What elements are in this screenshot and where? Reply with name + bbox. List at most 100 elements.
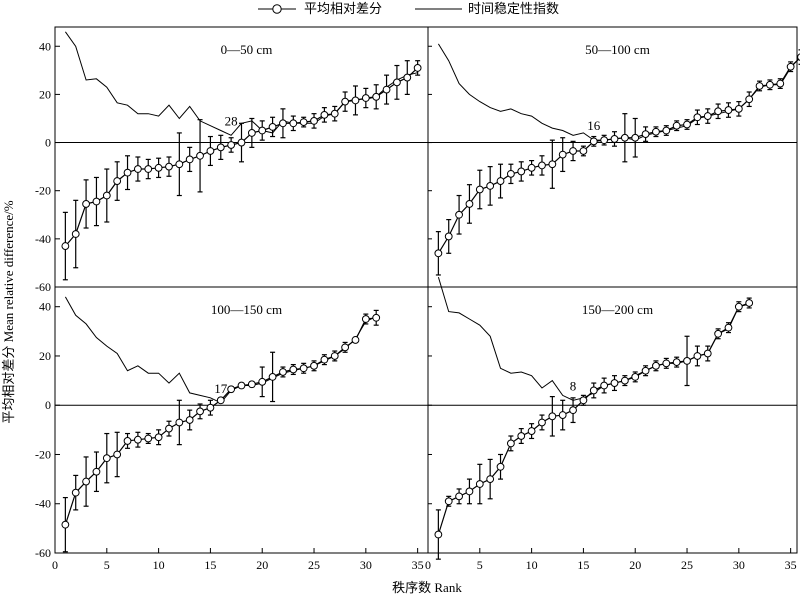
panel-depth-label: 150—200 cm (582, 302, 653, 317)
mrd-point (403, 73, 412, 82)
minimum-rank-label: 8 (570, 378, 577, 393)
mrd-point (703, 112, 712, 120)
mrd-point (620, 133, 629, 142)
mrd-point (797, 53, 800, 61)
mrd-point (279, 368, 287, 376)
mrd-point (144, 434, 153, 443)
y-tick-label: -40 (35, 232, 51, 246)
mrd-point (351, 96, 360, 105)
mrd-point (569, 147, 577, 155)
legend-mrd-marker (272, 4, 282, 14)
mrd-point (652, 127, 660, 136)
mrd-point (641, 130, 650, 139)
y-tick-label: 0 (45, 136, 51, 150)
mrd-point (237, 381, 246, 390)
plot-frame (54, 26, 798, 554)
mrd-point (486, 475, 495, 484)
mrd-point (165, 162, 173, 171)
mrd-point (216, 396, 225, 405)
legend-mrd-label: 平均相对差分 (304, 1, 382, 16)
x-tick-label: 30 (360, 558, 372, 572)
mrd-point (154, 433, 163, 442)
mrd-point (71, 230, 80, 238)
mrd-point (413, 64, 422, 72)
mrd-point (289, 119, 298, 128)
mrd-point (258, 126, 267, 135)
tsi-series-line (437, 276, 750, 401)
x-tick-label: 25 (681, 558, 693, 572)
y-axis-title: 平均相对差分 Mean relative difference/% (1, 200, 16, 423)
y-tick-label: -20 (35, 447, 51, 461)
mrd-point (745, 299, 754, 307)
mrd-point (133, 435, 142, 444)
mrd-point (734, 104, 743, 113)
x-tick-label: 5 (104, 558, 110, 572)
mrd-point (486, 181, 495, 190)
x-axis-title: 秩序数 Rank (392, 580, 462, 595)
mrd-point (206, 147, 215, 155)
mrd-point (672, 121, 681, 130)
mrd-series-line (437, 57, 800, 254)
y-tick-label: 40 (39, 39, 51, 53)
minimum-rank-label: 28 (225, 113, 238, 128)
mrd-point (517, 167, 526, 176)
panels-layer: -60 -40 -20 0 20 40 0—50 cm 28 50—100 cm 16 -60 -40… (35, 26, 800, 572)
mrd-point (465, 200, 474, 208)
y-tick-label: -40 (35, 497, 51, 511)
mrd-point (227, 141, 236, 149)
mrd-point (175, 418, 184, 427)
mrd-point (382, 85, 391, 94)
tsi-series-line (437, 43, 800, 141)
mrd-point (579, 147, 588, 155)
x-tick-label: 0 (425, 558, 431, 572)
mrd-point (185, 416, 194, 424)
mrd-point (279, 119, 287, 128)
mrd-point (455, 492, 463, 501)
mrd-point (444, 497, 453, 506)
mrd-point (82, 477, 90, 486)
mrd-point (444, 232, 453, 241)
mrd-point (61, 520, 70, 529)
mrd-point (196, 407, 204, 416)
mrd-point (102, 454, 111, 463)
panel-depth-label: 100—150 cm (211, 302, 282, 317)
mrd-point (320, 355, 329, 364)
mrd-point (745, 95, 754, 104)
mrd-point (310, 116, 318, 125)
mrd-point (361, 315, 370, 323)
y-tick-label: 20 (39, 349, 51, 363)
mrd-point (620, 376, 629, 385)
mrd-point (268, 372, 277, 381)
mrd-point (776, 79, 785, 88)
mrd-point (600, 381, 609, 390)
mrd-point (372, 92, 381, 101)
mrd-point (82, 200, 90, 208)
mrd-point (589, 386, 598, 395)
mrd-point (247, 129, 256, 137)
mrd-point (786, 62, 795, 71)
mrd-point (506, 439, 515, 448)
mrd-point (569, 406, 577, 415)
mrd-point (527, 427, 536, 435)
mrd-point (610, 379, 619, 387)
x-tick-label: 15 (204, 558, 216, 572)
mrd-point (92, 197, 101, 206)
mrd-point (734, 302, 743, 311)
mrd-point (558, 411, 567, 419)
mrd-point (672, 358, 681, 367)
mrd-point (206, 403, 215, 412)
mrd-point (724, 323, 733, 332)
mrd-point (631, 133, 640, 142)
mrd-point (558, 150, 567, 159)
mrd-series-line (64, 317, 377, 525)
mrd-point (766, 80, 774, 89)
mrd-point (351, 336, 360, 344)
mrd-point (92, 467, 101, 476)
mrd-point (693, 113, 702, 122)
mrd-point (538, 418, 546, 427)
mrd-point (165, 424, 173, 433)
mrd-point (683, 120, 691, 129)
mrd-point (144, 165, 153, 173)
mrd-point (216, 143, 225, 152)
